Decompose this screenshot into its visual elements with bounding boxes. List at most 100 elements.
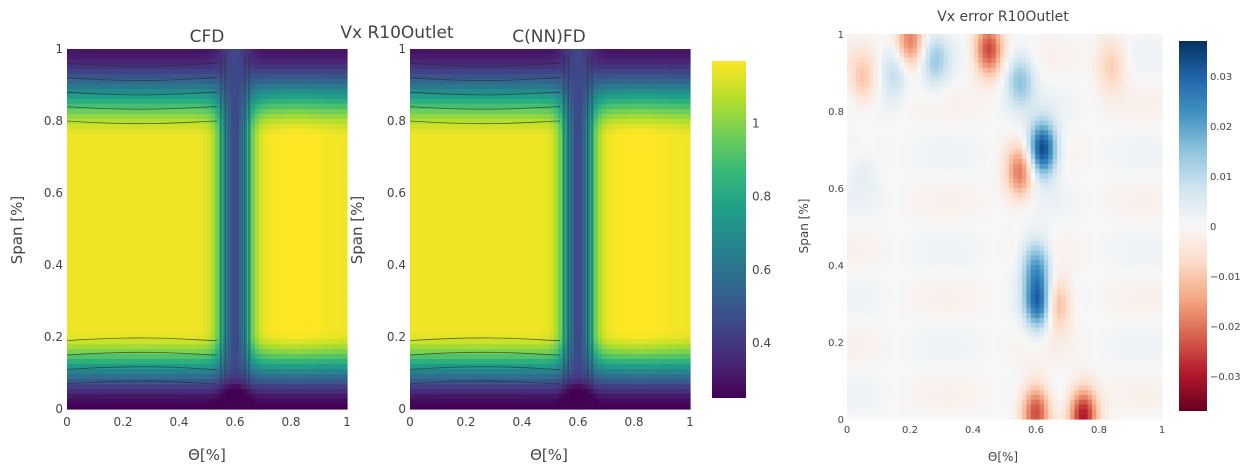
- heatmap-0-cell: [127, 359, 132, 365]
- heatmap-0-cell: [243, 194, 248, 200]
- heatmap-0-cell: [71, 189, 76, 195]
- heatmap-0-cell: [131, 64, 136, 70]
- heatmap-0-cell: [315, 234, 320, 240]
- heatmap-0-cell: [299, 214, 304, 220]
- heatmap-0-cell: [279, 269, 284, 275]
- heatmap-0-cell: [163, 249, 168, 255]
- heatmap-0-cell: [319, 189, 324, 195]
- heatmap-0-cell: [275, 229, 280, 235]
- heatmap-0-cell: [263, 84, 268, 90]
- heatmap-0-cell: [183, 284, 188, 290]
- heatmap-0-cell: [243, 294, 248, 300]
- heatmap-0-cell: [143, 74, 148, 80]
- heatmap-0-cell: [155, 184, 160, 190]
- heatmap-0-cell: [71, 354, 76, 360]
- heatmap-0-cell: [79, 149, 84, 155]
- heatmap-0-cell: [155, 169, 160, 175]
- heatmap-0-cell: [263, 184, 268, 190]
- heatmap-0-cell: [195, 264, 200, 270]
- heatmap-0-cell: [231, 294, 236, 300]
- heatmap-0-cell: [235, 229, 240, 235]
- heatmap-0-cell: [295, 249, 300, 255]
- heatmap-0-cell: [291, 384, 296, 390]
- heatmap-0-cell: [243, 234, 248, 240]
- heatmap-0-cell: [119, 264, 124, 270]
- heatmap-0-cell: [259, 114, 264, 120]
- heatmap-0-cell: [287, 279, 292, 285]
- heatmap-0-cell: [299, 264, 304, 270]
- heatmap-0-cell: [107, 179, 112, 185]
- heatmap-0-cell: [303, 64, 308, 70]
- heatmap-0-cell: [87, 119, 92, 125]
- heatmap-0-cell: [71, 349, 76, 355]
- heatmap-0-cell: [119, 394, 124, 400]
- heatmap-0-cell: [115, 309, 120, 315]
- heatmap-0-cell: [211, 154, 216, 160]
- heatmap-0-cell: [203, 69, 208, 75]
- heatmap-0-cell: [291, 284, 296, 290]
- heatmap-0-cell: [287, 384, 292, 390]
- heatmap-0-cell: [67, 314, 72, 320]
- heatmap-0-cell: [131, 379, 136, 385]
- heatmap-0-cell: [251, 269, 256, 275]
- heatmap-0-cell: [91, 284, 96, 290]
- heatmap-0-cell: [251, 309, 256, 315]
- heatmap-0-cell: [171, 209, 176, 215]
- heatmap-0-cell: [187, 74, 192, 80]
- heatmap-0-cell: [239, 89, 244, 95]
- heatmap-0-cell: [259, 189, 264, 195]
- heatmap-0-cell: [271, 194, 276, 200]
- heatmap-0-cell: [311, 129, 316, 135]
- heatmap-0-cell: [307, 334, 312, 340]
- heatmap-0-cell: [231, 369, 236, 375]
- heatmap-0-cell: [131, 189, 136, 195]
- heatmap-0-cell: [103, 314, 108, 320]
- heatmap-0-cell: [331, 74, 336, 80]
- heatmap-0-cell: [71, 284, 76, 290]
- heatmap-0-cell: [143, 359, 148, 365]
- heatmap-0-cell: [279, 354, 284, 360]
- heatmap-0-cell: [187, 69, 192, 75]
- heatmap-0-cell: [327, 104, 332, 110]
- heatmap-0-cell: [167, 124, 172, 130]
- heatmap-0-cell: [83, 159, 88, 165]
- heatmap-0-cell: [159, 74, 164, 80]
- heatmap-0-cell: [187, 309, 192, 315]
- heatmap-0-cell: [87, 239, 92, 245]
- heatmap-0-cell: [343, 219, 348, 225]
- heatmap-0-cell: [131, 294, 136, 300]
- heatmap-0-cell: [87, 49, 92, 55]
- heatmap-0-cell: [75, 289, 80, 295]
- heatmap-0-cell: [279, 254, 284, 260]
- heatmap-0-cell: [235, 304, 240, 310]
- heatmap-0-cell: [231, 89, 236, 95]
- heatmap-0-cell: [191, 354, 196, 360]
- heatmap-0-cell: [183, 229, 188, 235]
- heatmap-0-cell: [295, 159, 300, 165]
- heatmap-0-cell: [79, 359, 84, 365]
- heatmap-0-cell: [135, 124, 140, 130]
- heatmap-0-cell: [267, 399, 272, 405]
- heatmap-0-cell: [87, 99, 92, 105]
- heatmap-0-cell: [307, 399, 312, 405]
- heatmap-0-cell: [175, 344, 180, 350]
- heatmap-0-cell: [151, 79, 156, 85]
- heatmap-0-cell: [331, 254, 336, 260]
- heatmap-0-cell: [147, 299, 152, 305]
- heatmap-0-cell: [311, 244, 316, 250]
- heatmap-0-cell: [335, 349, 340, 355]
- heatmap-0-cell: [255, 299, 260, 305]
- heatmap-0-cell: [127, 79, 132, 85]
- heatmap-0-cell: [91, 179, 96, 185]
- heatmap-0-cell: [275, 269, 280, 275]
- heatmap-0-cell: [103, 214, 108, 220]
- heatmap-0-cell: [191, 214, 196, 220]
- heatmap-0-cell: [155, 249, 160, 255]
- heatmap-0-cell: [263, 249, 268, 255]
- heatmap-0-cell: [315, 354, 320, 360]
- heatmap-0-cell: [163, 64, 168, 70]
- heatmap-0-cell: [151, 69, 156, 75]
- heatmap-0-cell: [135, 174, 140, 180]
- heatmap-0-cell: [99, 369, 104, 375]
- heatmap-0-cell: [155, 284, 160, 290]
